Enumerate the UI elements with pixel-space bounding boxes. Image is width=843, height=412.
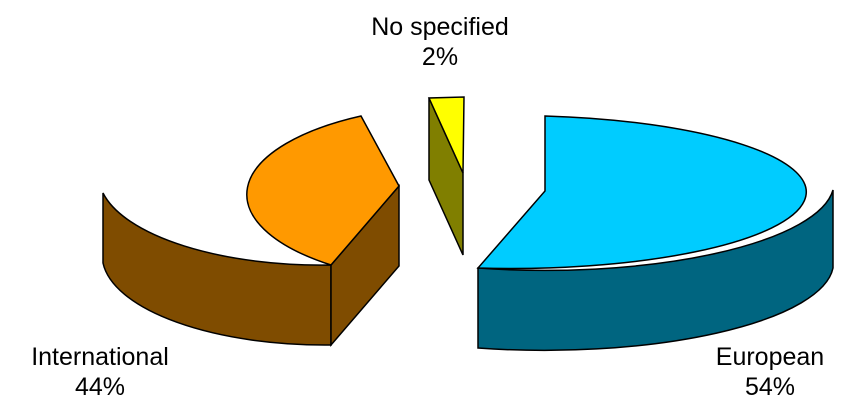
slice-label-european-value: 54% bbox=[744, 373, 796, 401]
slice-label-international-value: 44% bbox=[74, 373, 126, 401]
slice-label-european-name: European bbox=[715, 343, 825, 371]
slice-label-nospecified-name: No specified bbox=[371, 13, 509, 41]
slice-label-european: European 54% bbox=[695, 342, 843, 402]
slice-label-international-name: International bbox=[31, 343, 169, 371]
slice-european-side bbox=[477, 189, 834, 352]
slice-european-top bbox=[476, 115, 808, 270]
slice-nospecified-top bbox=[427, 96, 465, 174]
slice-label-nospecified: No specified 2% bbox=[340, 12, 540, 72]
slice-label-nospecified-value: 2% bbox=[421, 43, 459, 71]
slice-label-international: International 44% bbox=[0, 342, 200, 402]
slice-international-top bbox=[246, 115, 400, 266]
